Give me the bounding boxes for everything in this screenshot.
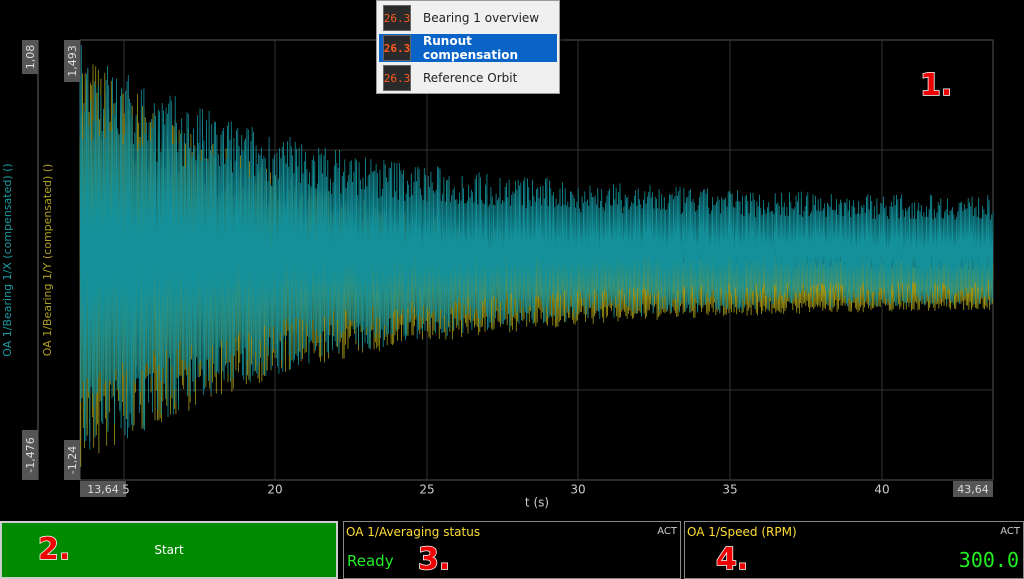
waveform [79, 45, 994, 450]
menu-item[interactable]: 26.3 Reference Orbit [379, 64, 557, 92]
y1-max-box [22, 40, 38, 74]
averaging-panel: OA 1/Averaging status ACT Ready [343, 521, 681, 579]
x-min: 13,64 [87, 483, 119, 496]
x-tick-label: 40 [874, 483, 889, 497]
x-max-box [953, 481, 993, 497]
menu-label: Bearing 1 overview [423, 11, 540, 25]
menu-icon: 26.3 [383, 5, 411, 31]
y2-min: -1,24 [66, 446, 79, 474]
y2-title: OA 1/Bearing 1/Y (compensated) () [41, 164, 54, 357]
x-tick-label: 30 [570, 483, 585, 497]
menu-icon: 26.3 [383, 65, 411, 91]
menu-label: Runout compensation [423, 34, 519, 62]
panel-title: OA 1/Speed (RPM) [687, 525, 797, 539]
plot: 1,08 -1,476 1,493 -1,24 OA 1/Bearing 1/X… [1, 39, 994, 510]
start-button[interactable]: Start [0, 521, 338, 579]
x-axis-title: t (s) [525, 496, 549, 510]
annotation: 1. [919, 67, 953, 104]
annotation: 4. [715, 541, 749, 578]
waveforms [79, 45, 994, 467]
x-tick-label: 35 [722, 483, 737, 497]
panel-value: Ready [347, 552, 394, 570]
x-max: 43,64 [957, 483, 989, 496]
x-tick-label: 20 [267, 483, 282, 497]
annotation: 3. [417, 541, 451, 578]
y1-min-box [22, 430, 38, 480]
y2-min-box [64, 440, 80, 480]
menu-label: Reference Orbit [423, 71, 518, 85]
panel-title: OA 1/Averaging status [346, 525, 481, 539]
x-tick-label: 5 [122, 483, 130, 497]
context-menu: 26.3 Bearing 1 overview 26.3 Runout compen… [376, 0, 560, 94]
annotation: 2. [37, 531, 71, 568]
y1-max: 1,08 [24, 45, 37, 70]
menu-icon: 26.3 [383, 35, 411, 61]
x-min-box [80, 481, 126, 497]
speed-panel: OA 1/Speed (RPM) ACT 300.0 [684, 521, 1024, 579]
menu-item[interactable]: 26.3 Bearing 1 overview [379, 4, 557, 32]
y2-max-box [64, 40, 80, 82]
menu-item[interactable]: 26.3 Runout compensation [379, 34, 557, 62]
y2-max: 1,493 [66, 45, 79, 77]
panel-tag: ACT [657, 526, 677, 537]
panel-tag: ACT [1000, 526, 1020, 537]
y1-min: -1,476 [24, 437, 37, 472]
x-tick-label: 25 [419, 483, 434, 497]
y1-title: OA 1/Bearing 1/X (compensated) () [1, 163, 14, 356]
panel-value: 300.0 [958, 548, 1019, 572]
